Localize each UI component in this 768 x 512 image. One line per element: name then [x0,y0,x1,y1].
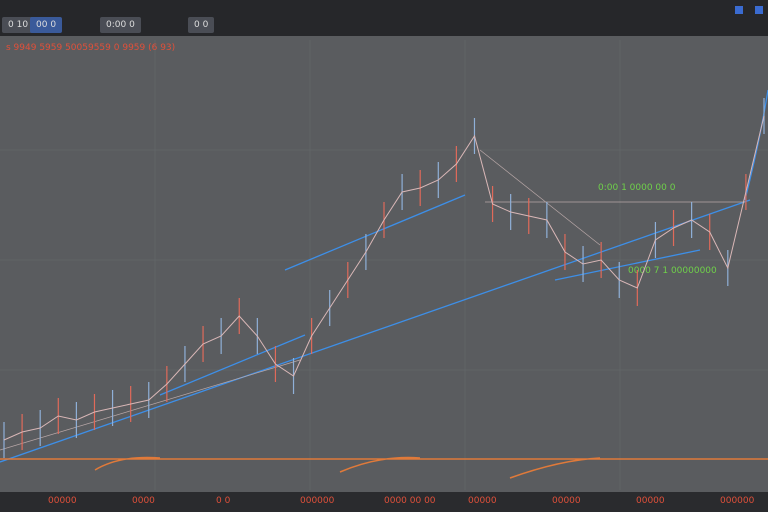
grid [0,40,768,490]
annotation: 0000 7 1 00000000 [628,266,717,276]
toolbar-button[interactable]: 0:00 0 [100,17,141,33]
footer-label: 0 0 [216,496,231,506]
toolbar-button[interactable]: 00 0 [30,17,63,33]
annotation: 0:00 1 0000 00 0 [598,183,676,193]
footer-label: 0000 00 00 [384,496,436,506]
chart-header: s 9949 5959 50059559 0 9959 (6 93) [6,43,175,53]
footer: 00000 0000 0 0 000000 0000 00 00 00000 00000 00… [0,496,768,510]
footer-label: 0000 [132,496,155,506]
toolbar: 0 10 00 0 0:00 0 0 0 [0,0,768,36]
trend-lines [0,89,768,463]
icon[interactable] [735,6,743,14]
footer-label: 00000 [48,496,77,506]
toolbar-button[interactable]: 0 10 [2,17,35,33]
drawing-lines [0,149,745,451]
price-line [3,115,765,441]
icon[interactable] [755,6,763,14]
footer-label: 000000 [720,496,755,506]
chart: s 9949 5959 50059559 0 9959 (6 93) 0:00 … [0,40,768,512]
footer-bar [0,492,768,512]
footer-label: 00000 [552,496,581,506]
footer-label: 00000 [468,496,497,506]
indicator [0,456,768,479]
footer-label: 000000 [300,496,335,506]
toolbar-button[interactable]: 0 0 [188,17,215,33]
footer-label: 00000 [636,496,665,506]
